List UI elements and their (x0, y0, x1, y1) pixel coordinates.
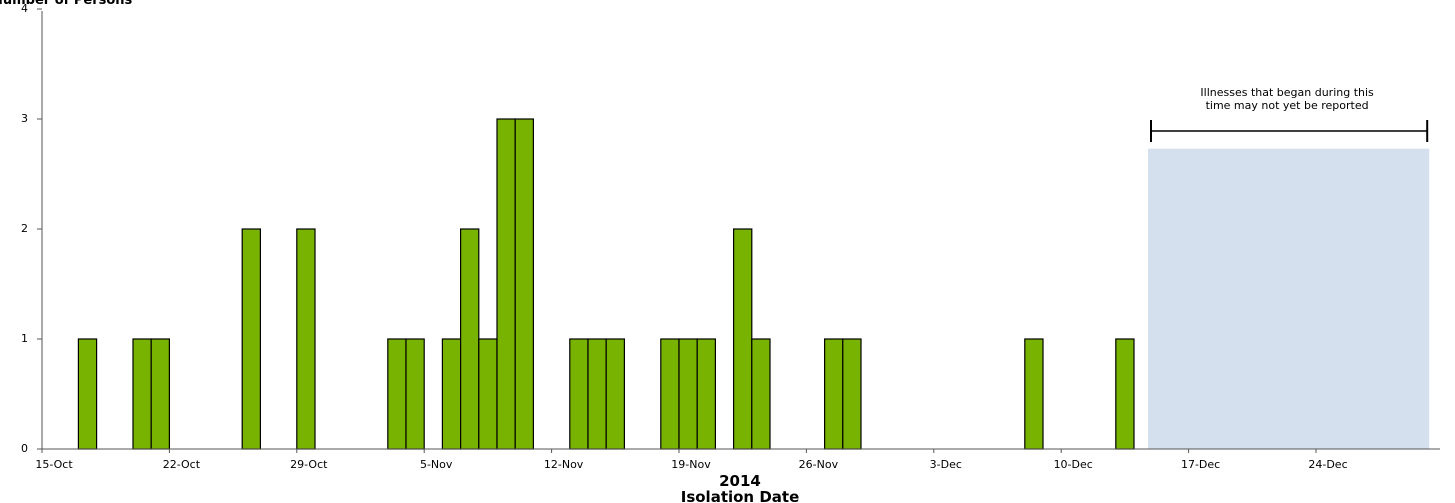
x-tick-label: 19-Nov (671, 458, 711, 471)
reporting-lag-region (1148, 148, 1430, 449)
bar (696, 338, 717, 450)
y-axis: 0 1 2 3 4 (21, 2, 43, 455)
bar (150, 338, 170, 450)
x-axis-title-year: 2014 (719, 472, 761, 490)
bar (587, 338, 607, 450)
x-tick-label: 29-Oct (290, 458, 328, 471)
x-tick-label: 26-Nov (799, 458, 839, 471)
reporting-lag-note-line2: time may not yet be reported (1206, 99, 1369, 112)
bar (660, 338, 680, 450)
x-tick-label: 15-Oct (35, 458, 73, 471)
reporting-lag-annotation: Illnesses that began during this time ma… (1150, 86, 1429, 142)
x-tick-label: 24-Dec (1308, 458, 1347, 471)
x-tick-label: 12-Nov (544, 458, 584, 471)
bar (569, 338, 589, 450)
bar (405, 338, 425, 450)
bar (678, 338, 698, 450)
bar (842, 338, 862, 450)
y-tick-label: 0 (21, 442, 28, 455)
bar (387, 338, 407, 450)
y-tick-label: 3 (21, 112, 28, 125)
bar (1024, 338, 1044, 450)
x-tick-label: 10-Dec (1054, 458, 1093, 471)
bar (1115, 338, 1135, 450)
reporting-lag-note-line1: Illnesses that began during this (1200, 86, 1374, 99)
x-axis-title: Isolation Date (681, 488, 800, 503)
bar (823, 338, 844, 450)
bar (496, 118, 516, 450)
bar (514, 118, 535, 450)
bar (296, 228, 316, 450)
bar (478, 338, 498, 450)
x-tick-label: 5-Nov (420, 458, 453, 471)
x-tick-label: 22-Oct (163, 458, 201, 471)
x-tick-label: 17-Dec (1181, 458, 1220, 471)
bar (751, 338, 771, 450)
bar (241, 228, 261, 450)
bar (732, 228, 753, 450)
bar (132, 338, 152, 450)
x-axis: 15-Oct 22-Oct 29-Oct 5-Nov 12-Nov 19-Nov 26-No… (35, 448, 1440, 471)
x-tick-label: 3-Dec (930, 458, 962, 471)
y-tick-label: 1 (21, 332, 28, 345)
bar (460, 228, 480, 450)
bar (441, 338, 462, 450)
y-tick-label: 2 (21, 222, 28, 235)
y-tick-label: 4 (21, 2, 28, 15)
bar (605, 338, 626, 450)
plot-area (77, 118, 1430, 450)
bar (77, 338, 98, 450)
y-axis-title: Number of Persons (0, 0, 133, 8)
